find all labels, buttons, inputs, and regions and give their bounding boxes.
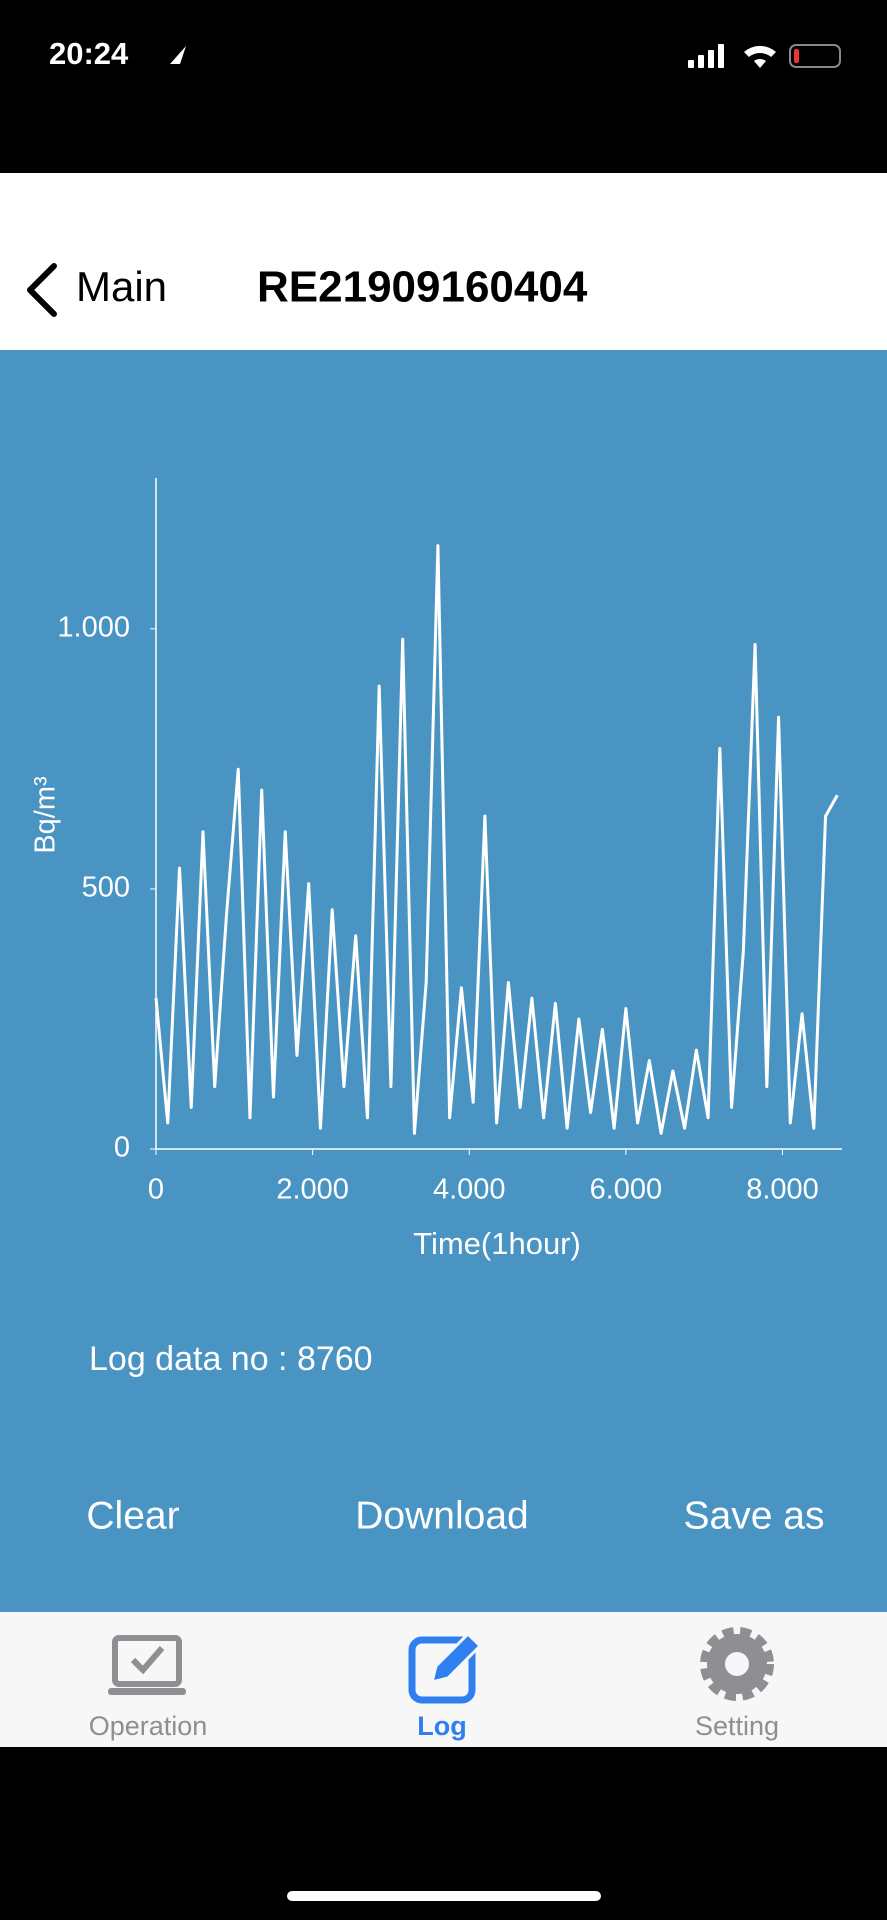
battery-level [794, 49, 799, 63]
content-area [0, 350, 887, 1612]
x-tick-label: 2.000 [276, 1174, 349, 1206]
x-tick-label: 6.000 [590, 1174, 663, 1206]
back-label[interactable]: Main [76, 263, 167, 310]
operation-icon-base[interactable] [108, 1688, 186, 1695]
nav-title: RE21909160404 [257, 263, 588, 312]
log-icon[interactable] [408, 1636, 476, 1704]
back-chevron[interactable] [27, 263, 57, 317]
clear-button[interactable]: Clear [86, 1494, 179, 1537]
tab-label[interactable]: Setting [695, 1711, 779, 1741]
data-line [154, 544, 839, 1135]
log-icon-pen[interactable] [429, 1631, 483, 1685]
wifi-icon [744, 45, 776, 68]
download-button[interactable]: Download [355, 1494, 528, 1537]
back-button[interactable]: Main [27, 263, 167, 317]
x-tick-label: 8.000 [746, 1174, 819, 1206]
y-tick-label: 1.000 [57, 612, 130, 644]
y-tick-label: 0 [114, 1132, 130, 1164]
location-icon [170, 46, 186, 64]
setting-icon-hole[interactable] [725, 1652, 749, 1676]
setting-tab[interactable]: Setting [695, 1627, 779, 1741]
save-as-button[interactable]: Save as [684, 1494, 825, 1537]
operation-icon-check[interactable] [130, 1646, 165, 1675]
battery-icon [789, 44, 841, 68]
log-tab[interactable]: Log [408, 1631, 483, 1741]
chart: 0 500 1.000 0 2.000 4.000 6.000 8.000 Time(1hour… [30, 478, 842, 1261]
x-tick-label: 4.000 [433, 1174, 506, 1206]
log-info: Log data no : 8760 [89, 1340, 373, 1378]
tab-label[interactable]: Log [417, 1711, 466, 1741]
y-axis-label: Bq/m³ [30, 776, 62, 854]
y-tick-label: 500 [82, 872, 130, 904]
nav-bar [0, 173, 887, 350]
x-tick-label: 0 [148, 1174, 164, 1206]
x-axis-label: Time(1hour) [413, 1226, 581, 1261]
operation-tab[interactable]: Operation [89, 1635, 208, 1741]
status-time: 20:24 [49, 36, 129, 71]
signal-icon [688, 44, 724, 68]
home-indicator [287, 1891, 601, 1901]
operation-icon[interactable] [112, 1635, 182, 1687]
tab-label[interactable]: Operation [89, 1711, 208, 1741]
